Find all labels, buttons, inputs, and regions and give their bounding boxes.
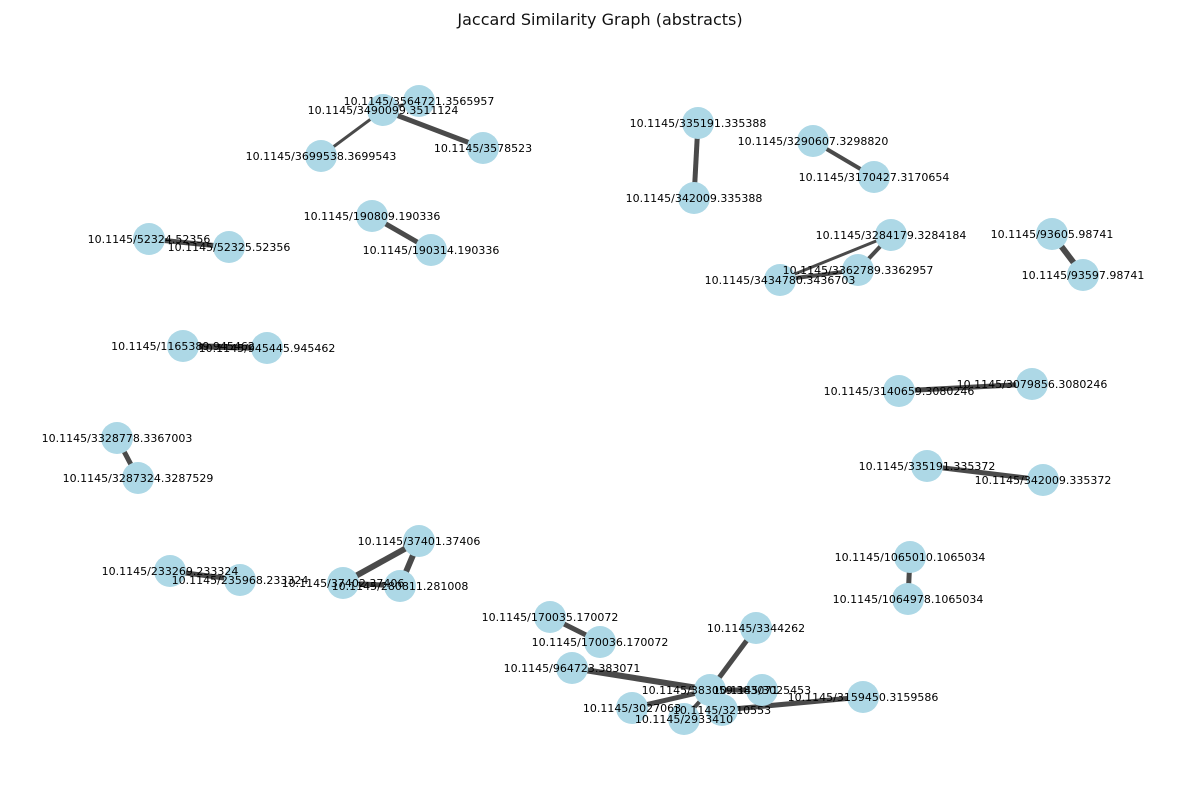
- graph-node: [251, 332, 283, 364]
- graph-edge: [898, 381, 1033, 394]
- node-label: 10.1145/37401.37406: [358, 535, 481, 548]
- graph-node: [556, 652, 588, 684]
- node-label: 10.1145/3210553: [673, 704, 771, 717]
- graph-edge: [382, 107, 484, 151]
- graph-node: [415, 234, 447, 266]
- label-layer: 10.1145/3564721.356595710.1145/3490099.3…: [42, 95, 1145, 726]
- graph-node: [894, 541, 926, 573]
- node-label: 10.1145/170036.170072: [532, 636, 669, 649]
- graph-node: [167, 330, 199, 362]
- graph-node: [875, 219, 907, 251]
- node-layer: [101, 85, 1099, 735]
- node-label: 10.1145/52324.52356: [88, 233, 211, 246]
- node-label: 10.1145/190809.190336: [304, 210, 441, 223]
- graph-edge: [721, 694, 864, 713]
- node-label: 10.1145/3328778.3367003: [42, 432, 193, 445]
- node-label: 10.1145/335191.335372: [859, 460, 996, 473]
- node-label: 10.1145/342009.335372: [975, 474, 1112, 487]
- node-label: 10.1145/3564721.3565957: [344, 95, 495, 108]
- graph-node: [467, 132, 499, 164]
- graph-edge: [571, 665, 711, 693]
- graph-node: [678, 182, 710, 214]
- node-label: 10.1145/1165389.945462: [111, 340, 255, 353]
- node-label: 10.1145/3159450.3159586: [788, 691, 939, 704]
- node-label: 10.1145/170035.170072: [482, 611, 619, 624]
- node-label: 10.1145/1064978.1065034: [833, 593, 984, 606]
- graph-node: [706, 694, 738, 726]
- node-label: 10.1145/52325.52356: [168, 241, 291, 254]
- graph-node: [224, 564, 256, 596]
- graph-node: [842, 254, 874, 286]
- graph-title: Jaccard Similarity Graph (abstracts): [457, 10, 743, 29]
- graph-node: [367, 94, 399, 126]
- graph-node: [403, 85, 435, 117]
- graph-node: [133, 223, 165, 255]
- graph-node: [384, 570, 416, 602]
- graph-node: [122, 462, 154, 494]
- graph-node: [668, 703, 700, 735]
- graph-node: [213, 231, 245, 263]
- node-label: 10.1145/3344262: [707, 622, 805, 635]
- node-label: 10.1145/190314.190336: [363, 244, 500, 257]
- node-label: 10.1145/3025453: [713, 684, 811, 697]
- graph-node: [883, 375, 915, 407]
- graph-node: [305, 140, 337, 172]
- node-label: 10.1145/93605.98741: [991, 228, 1114, 241]
- graph-node: [356, 200, 388, 232]
- node-label: 10.1145/2933410: [635, 713, 733, 726]
- node-label: 10.1145/342009.335388: [626, 192, 763, 205]
- node-label: 10.1145/964723.383071: [504, 662, 641, 675]
- graph-node: [584, 626, 616, 658]
- node-label: 10.1145/93597.98741: [1022, 269, 1145, 282]
- node-label: 10.1145/280811.281008: [332, 580, 469, 593]
- graph-node: [101, 422, 133, 454]
- graph-node: [847, 681, 879, 713]
- node-label: 10.1145/3284179.3284184: [816, 229, 967, 242]
- node-label: 10.1145/233269.233324: [102, 565, 239, 578]
- graph-edge: [779, 233, 892, 282]
- graph-node: [616, 692, 648, 724]
- node-label: 10.1145/3578523: [434, 142, 532, 155]
- node-label: 10.1145/945445.945462: [199, 342, 336, 355]
- graph-node: [327, 567, 359, 599]
- node-label: 10.1145/3079856.3080246: [957, 378, 1108, 391]
- graph-node: [797, 125, 829, 157]
- node-label: 10.1145/383059.383071: [642, 684, 779, 697]
- graph-edge: [926, 463, 1044, 483]
- node-label: 10.1145/235968.233324: [172, 574, 309, 587]
- graph-node: [1027, 464, 1059, 496]
- node-label: 10.1145/3170427.3170654: [799, 171, 950, 184]
- node-label: 10.1145/1065010.1065034: [835, 551, 986, 564]
- node-label: 10.1145/37402.37406: [282, 577, 405, 590]
- graph-node: [858, 161, 890, 193]
- graph-node: [682, 107, 714, 139]
- graph-node: [1016, 368, 1048, 400]
- graph-node: [746, 674, 778, 706]
- node-label: 10.1145/3290607.3298820: [738, 135, 889, 148]
- node-label: 10.1145/3434780.3436703: [705, 274, 856, 287]
- graph-node: [740, 612, 772, 644]
- node-label: 10.1145/3699538.3699543: [246, 150, 397, 163]
- node-label: 10.1145/3490099.3511124: [308, 104, 459, 117]
- graph-node: [403, 525, 435, 557]
- node-label: 10.1145/335191.335388: [630, 117, 767, 130]
- graph-node: [911, 450, 943, 482]
- node-label: 10.1145/3027063: [583, 702, 681, 715]
- graph-node: [154, 555, 186, 587]
- graph-node: [892, 583, 924, 615]
- graph-node: [1036, 218, 1068, 250]
- graph-node: [534, 601, 566, 633]
- graph-node: [764, 264, 796, 296]
- node-label: 10.1145/3140659.3080246: [824, 385, 975, 398]
- graph-node: [1067, 259, 1099, 291]
- node-label: 10.1145/3362789.3362957: [783, 264, 934, 277]
- node-label: 10.1145/3287324.3287529: [63, 472, 214, 485]
